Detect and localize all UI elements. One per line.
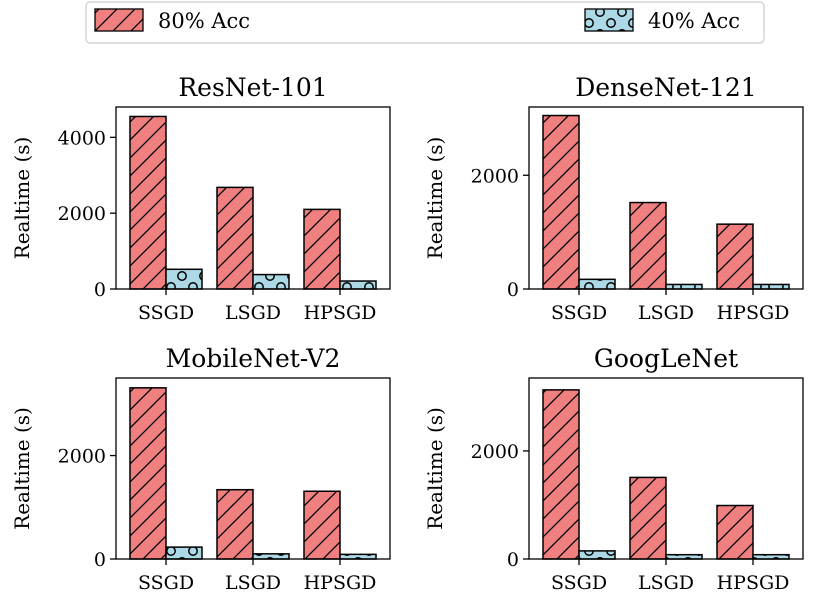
bar-ssgd-80-acc xyxy=(129,387,167,560)
y-tick-label: 4000 xyxy=(58,127,106,149)
bar-hpsgd-80-acc xyxy=(716,223,754,290)
y-axis-label: Realtime (s) xyxy=(10,137,34,260)
bar-ssgd-40-acc xyxy=(165,268,203,290)
bar-lsgd-80-acc xyxy=(216,488,254,560)
y-tick-label: 0 xyxy=(507,549,519,571)
y-tick-label: 0 xyxy=(94,549,106,571)
x-tick-label-lsgd: LSGD xyxy=(638,302,694,324)
panel-resnet-101: ResNet-101 Realtime (s) 0 2000 4000 SSGD LSGD H… xyxy=(10,73,391,324)
legend: 80% Acc 40% Acc xyxy=(85,1,765,44)
legend-swatch-80-acc xyxy=(94,8,144,32)
y-tick-label: 2000 xyxy=(58,446,106,468)
panel-title: ResNet-101 xyxy=(178,73,327,102)
bar-hpsgd-40-acc xyxy=(752,283,790,290)
bar-lsgd-80-acc xyxy=(629,476,667,560)
x-tick-label-hpsgd: HPSGD xyxy=(717,572,790,594)
bar-lsgd-40-acc xyxy=(252,553,290,560)
bar-lsgd-40-acc xyxy=(252,273,290,290)
bar-hpsgd-80-acc xyxy=(716,504,754,560)
bar-lsgd-80-acc xyxy=(629,201,667,290)
x-tick-label-ssgd: SSGD xyxy=(551,572,607,594)
panel-title: MobileNet-V2 xyxy=(166,344,341,373)
y-tick-label: 2000 xyxy=(58,203,106,225)
x-tick-label-ssgd: SSGD xyxy=(138,572,194,594)
panel-googlenet: GoogLeNet Realtime (s) 0 2000 SSGD LSGD HPSGD xyxy=(423,344,804,594)
bar-lsgd-80-acc xyxy=(216,186,254,290)
x-tick-label-hpsgd: HPSGD xyxy=(717,302,790,324)
y-axis-label: Realtime (s) xyxy=(10,407,34,530)
x-tick-label-ssgd: SSGD xyxy=(551,302,607,324)
bar-hpsgd-80-acc xyxy=(303,208,341,290)
panel-title: DenseNet-121 xyxy=(575,73,756,102)
bar-ssgd-80-acc xyxy=(542,114,580,290)
x-tick-label-lsgd: LSGD xyxy=(225,302,281,324)
legend-label-40-acc: 40% Acc xyxy=(648,9,740,33)
bar-lsgd-40-acc xyxy=(665,283,703,290)
bar-hpsgd-80-acc xyxy=(303,490,341,560)
y-axis-label: Realtime (s) xyxy=(423,407,447,530)
y-tick-label: 2000 xyxy=(471,165,519,187)
x-tick-label-hpsgd: HPSGD xyxy=(304,572,377,594)
legend-item-80-acc: 80% Acc xyxy=(94,8,250,33)
bar-ssgd-40-acc xyxy=(578,278,616,290)
bar-hpsgd-40-acc xyxy=(339,553,377,560)
legend-swatch-40-acc xyxy=(584,8,634,32)
y-tick-label: 0 xyxy=(507,279,519,301)
panel-densenet-121: DenseNet-121 Realtime (s) 0 2000 SSGD LSGD HPS… xyxy=(423,73,804,324)
panel-mobilenet-v2: MobileNet-V2 Realtime (s) 0 2000 SSGD LSGD HPS… xyxy=(10,344,391,594)
y-tick-label: 2000 xyxy=(471,441,519,463)
panel-title: GoogLeNet xyxy=(594,344,738,373)
x-tick-label-lsgd: LSGD xyxy=(638,572,694,594)
bar-ssgd-80-acc xyxy=(129,115,167,290)
y-tick-label: 0 xyxy=(94,279,106,301)
bar-ssgd-80-acc xyxy=(542,389,580,560)
bar-hpsgd-40-acc xyxy=(339,280,377,290)
y-axis-label: Realtime (s) xyxy=(423,137,447,260)
legend-label-80-acc: 80% Acc xyxy=(158,9,250,33)
legend-item-40-acc: 40% Acc xyxy=(584,8,740,33)
x-tick-label-ssgd: SSGD xyxy=(138,302,194,324)
bar-ssgd-40-acc xyxy=(165,546,203,560)
bar-ssgd-40-acc xyxy=(578,550,616,560)
x-tick-label-hpsgd: HPSGD xyxy=(304,302,377,324)
x-tick-label-lsgd: LSGD xyxy=(225,572,281,594)
